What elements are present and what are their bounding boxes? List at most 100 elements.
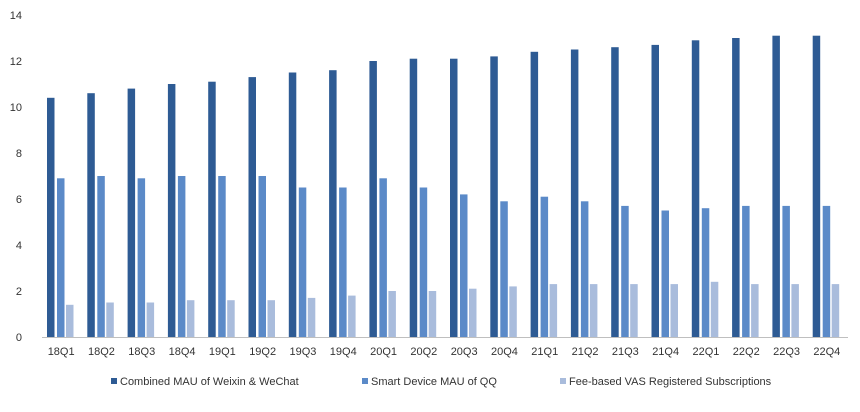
y-tick-label: 0 <box>16 332 22 344</box>
bar <box>670 284 678 337</box>
bar <box>348 295 356 337</box>
bar <box>208 81 216 337</box>
bar <box>267 300 275 337</box>
bar <box>611 47 619 337</box>
x-tick-label: 18Q4 <box>169 346 196 358</box>
bar <box>388 291 396 337</box>
y-tick-label: 6 <box>16 194 22 206</box>
bar-group <box>288 72 316 337</box>
y-tick-label: 4 <box>16 240 22 252</box>
bar <box>428 291 437 337</box>
x-tick-label: 21Q4 <box>652 346 679 358</box>
bar-group <box>691 40 719 338</box>
bar <box>630 284 638 337</box>
bar-group <box>409 58 437 337</box>
x-tick-label: 18Q3 <box>128 346 155 358</box>
y-tick-label: 14 <box>10 10 22 22</box>
bar <box>772 35 780 337</box>
bar <box>248 77 256 337</box>
bar <box>167 84 176 337</box>
bar <box>791 284 799 337</box>
bar <box>66 304 74 337</box>
x-axis-ticks: 18Q1 18Q2 18Q3 18Q4 19Q1 19Q2 19Q3 19Q4 20Q1 20Q2… <box>48 346 841 358</box>
bar <box>812 35 821 337</box>
bar <box>87 93 95 337</box>
bar-group <box>812 35 840 337</box>
bar <box>490 56 498 338</box>
bar-group <box>651 44 678 338</box>
legend-item: Combined MAU of Weixin & WeChat <box>111 376 299 388</box>
bar-group <box>127 88 155 337</box>
bar <box>460 194 468 337</box>
legend-swatch <box>362 378 368 384</box>
legend-label: Smart Device MAU of QQ <box>371 376 497 388</box>
bar <box>691 40 700 338</box>
bar <box>530 51 539 338</box>
bar-group <box>490 56 517 338</box>
bar-groups <box>47 35 840 338</box>
bar <box>218 176 226 337</box>
bar <box>47 97 55 337</box>
bar-group <box>530 51 558 338</box>
bar-group <box>772 35 799 337</box>
x-tick-label: 18Q2 <box>88 346 115 358</box>
bar <box>97 176 105 337</box>
bar <box>509 286 517 337</box>
bar <box>57 178 65 337</box>
x-tick-label: 20Q4 <box>491 346 518 358</box>
bar <box>106 302 114 337</box>
bar <box>549 284 558 337</box>
y-tick-label: 8 <box>16 148 22 160</box>
legend: Combined MAU of Weixin & WeChat Smart Dev… <box>111 376 772 388</box>
bar <box>177 176 186 337</box>
x-tick-label: 20Q3 <box>451 346 478 358</box>
bar <box>419 187 428 337</box>
bar <box>580 201 589 337</box>
legend-swatch <box>111 378 117 384</box>
bar <box>186 300 195 337</box>
y-axis-ticks: 0 2 4 6 8 10 12 14 <box>10 10 22 344</box>
bar <box>329 70 337 337</box>
bar <box>127 88 136 337</box>
legend-item: Fee-based VAS Registered Subscriptions <box>560 376 772 388</box>
x-tick-label: 20Q1 <box>370 346 397 358</box>
legend-item: Smart Device MAU of QQ <box>362 376 497 388</box>
bar <box>379 178 387 337</box>
bar-group <box>167 84 195 337</box>
bar-group <box>570 49 598 337</box>
x-tick-label: 21Q2 <box>572 346 599 358</box>
bar <box>540 196 549 337</box>
bar-group <box>248 77 275 337</box>
bar-group <box>329 70 356 337</box>
x-tick-label: 19Q1 <box>209 346 236 358</box>
bar <box>822 205 831 337</box>
bar <box>651 44 659 338</box>
bar <box>409 58 418 337</box>
x-tick-label: 21Q3 <box>612 346 639 358</box>
x-tick-label: 19Q3 <box>289 346 316 358</box>
bar <box>732 38 740 337</box>
bar <box>710 281 719 337</box>
bar <box>450 58 458 337</box>
x-tick-label: 22Q1 <box>692 346 719 358</box>
bar-group <box>369 61 396 337</box>
bar <box>258 176 266 337</box>
y-tick-label: 10 <box>10 102 22 114</box>
bar <box>288 72 297 337</box>
bar <box>661 210 669 337</box>
x-tick-label: 18Q1 <box>48 346 75 358</box>
bar <box>146 302 155 337</box>
bar <box>137 178 146 337</box>
bar-group <box>450 58 477 337</box>
bar <box>369 61 377 337</box>
legend-label: Combined MAU of Weixin & WeChat <box>120 376 299 388</box>
bar <box>701 208 710 337</box>
bar <box>751 284 759 337</box>
x-tick-label: 22Q2 <box>733 346 760 358</box>
bar-group <box>732 38 759 337</box>
bar <box>742 205 750 337</box>
bar <box>298 187 307 337</box>
y-tick-label: 2 <box>16 286 22 298</box>
bar-group <box>611 47 638 337</box>
